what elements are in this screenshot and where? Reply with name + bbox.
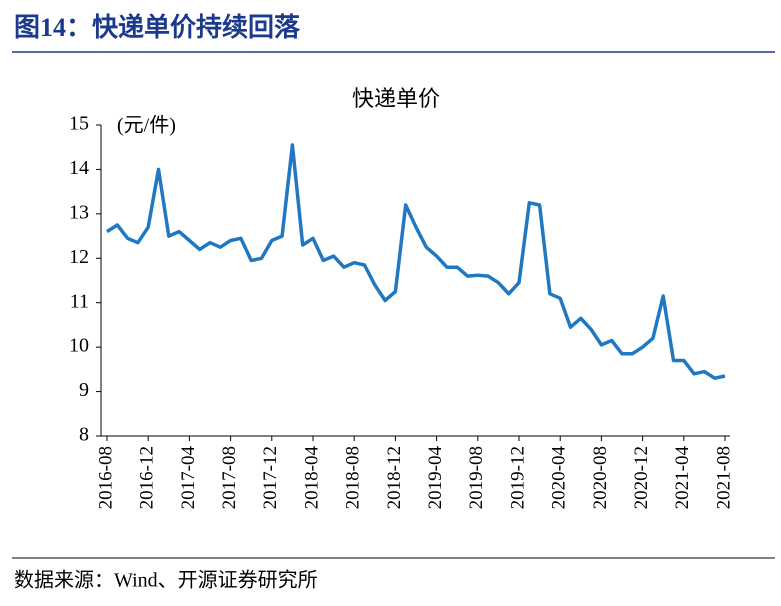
line-series — [106, 143, 726, 380]
x-tick-label: 2017-04 — [178, 446, 199, 510]
x-tick-label: 2018-12 — [384, 446, 405, 509]
y-axis-label: (元/件) — [117, 114, 176, 137]
y-tick-label: 12 — [69, 246, 89, 268]
y-tick-label: 13 — [69, 201, 89, 223]
x-tick-label: 2020-08 — [590, 446, 611, 509]
x-tick-label: 2016-12 — [137, 446, 158, 509]
header-title: 图14：快递单价持续回落 — [14, 12, 301, 42]
x-tick-label: 2020-12 — [631, 446, 652, 509]
y-tick-label: 8 — [79, 424, 89, 446]
x-tick-label: 2019-12 — [507, 446, 528, 509]
y-tick-label: 9 — [79, 379, 89, 401]
x-tick-label: 2017-08 — [219, 446, 240, 509]
x-tick-label: 2016-08 — [95, 446, 116, 509]
x-tick-label: 2019-08 — [466, 446, 487, 509]
x-tick-label: 2017-12 — [260, 446, 281, 509]
y-tick-label: 15 — [69, 113, 89, 135]
x-tick-label: 2018-04 — [301, 446, 322, 510]
chart-title: 快递单价 — [352, 86, 440, 111]
x-tick-label: 2021-04 — [672, 446, 693, 510]
x-tick-label: 2019-04 — [425, 446, 446, 510]
y-tick-label: 10 — [69, 335, 89, 357]
source: 数据来源：Wind、开源证券研究所 — [14, 569, 318, 592]
y-tick-label: 14 — [69, 157, 89, 179]
x-tick-label: 2018-08 — [343, 446, 364, 509]
x-tick-label: 2020-04 — [549, 446, 570, 510]
x-tick-label: 2021-08 — [713, 446, 734, 509]
y-tick-label: 11 — [70, 290, 89, 312]
